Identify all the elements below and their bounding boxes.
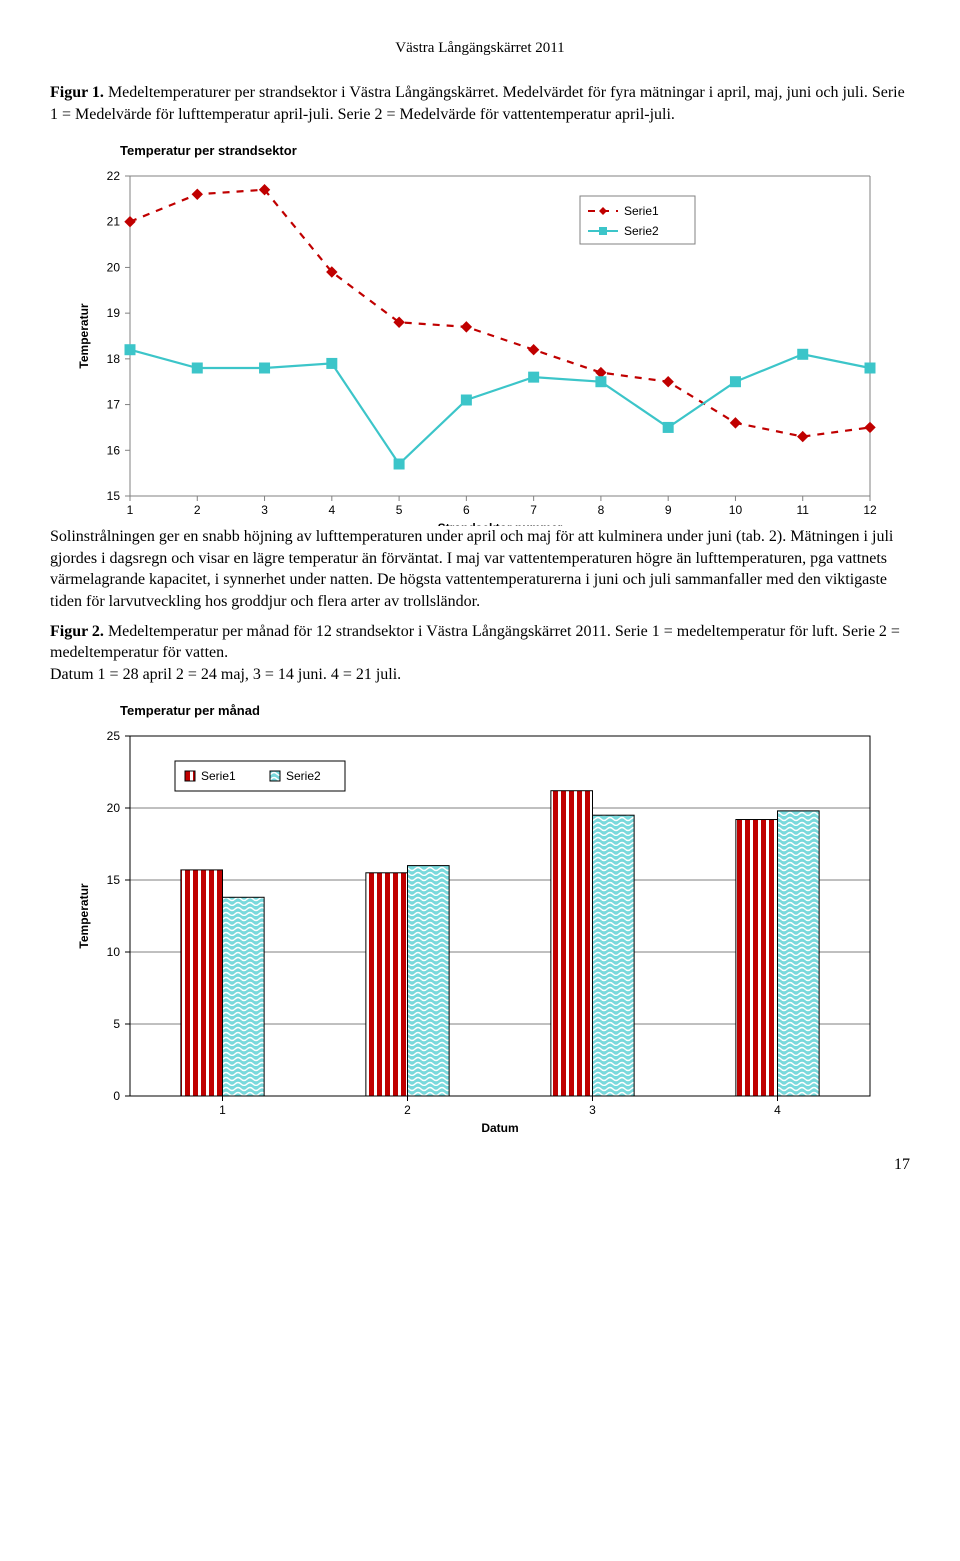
svg-text:6: 6 [463,503,470,517]
svg-text:Datum: Datum [481,1121,518,1135]
figure1-label: Figur 1. [50,84,104,101]
svg-text:20: 20 [107,261,121,275]
figure2-label: Figur 2. [50,623,104,640]
figure1-text: Medeltemperaturer per strandsektor i Väs… [50,84,905,123]
page-number: 17 [50,1156,910,1174]
chart2-title: Temperatur per månad [120,703,910,718]
svg-text:12: 12 [863,503,877,517]
svg-text:Serie1: Serie1 [201,769,236,783]
svg-text:1: 1 [219,1103,226,1117]
svg-text:15: 15 [107,873,121,887]
svg-text:Serie2: Serie2 [624,224,659,238]
figure2-text2: Datum 1 = 28 april 2 = 24 maj, 3 = 14 ju… [50,666,401,683]
chart1-svg: 1516171819202122123456789101112Temperatu… [70,166,890,526]
figure1-caption: Figur 1. Medeltemperaturer per strandsek… [50,82,910,125]
svg-text:8: 8 [598,503,605,517]
svg-text:16: 16 [107,443,121,457]
chart1-title: Temperatur per strandsektor [120,143,910,158]
svg-text:18: 18 [107,352,121,366]
svg-text:21: 21 [107,215,121,229]
svg-text:0: 0 [113,1089,120,1103]
svg-text:Serie1: Serie1 [624,204,659,218]
svg-text:10: 10 [729,503,743,517]
svg-text:2: 2 [194,503,201,517]
svg-text:Temperatur: Temperatur [77,883,91,948]
svg-text:3: 3 [589,1103,596,1117]
svg-text:3: 3 [261,503,268,517]
figure2-text1: Medeltemperatur per månad för 12 strands… [50,623,900,662]
svg-text:4: 4 [774,1103,781,1117]
chart2-container: 0 5 10 15 20 25 1 2 3 4 Temperatur Datum Serie1 Serie… [70,726,910,1136]
svg-text:11: 11 [796,503,809,517]
svg-text:4: 4 [328,503,335,517]
svg-text:Serie2: Serie2 [286,769,321,783]
svg-text:9: 9 [665,503,672,517]
chart2-svg: 0 5 10 15 20 25 1 2 3 4 Temperatur Datum Serie1 Serie… [70,726,890,1136]
svg-text:19: 19 [107,306,121,320]
page-header: Västra Långängskärret 2011 [50,40,910,57]
figure2-caption: Figur 2. Medeltemperatur per månad för 1… [50,621,910,686]
svg-text:7: 7 [530,503,537,517]
svg-text:17: 17 [107,398,121,412]
svg-text:10: 10 [107,945,121,959]
svg-text:Strandsektor nummer: Strandsektor nummer [438,521,563,526]
svg-text:15: 15 [107,489,121,503]
svg-text:Temperatur: Temperatur [77,303,91,368]
svg-text:5: 5 [113,1017,120,1031]
svg-text:2: 2 [404,1103,411,1117]
svg-text:5: 5 [396,503,403,517]
svg-text:22: 22 [107,169,121,183]
chart1-container: 1516171819202122123456789101112Temperatu… [70,166,910,526]
svg-text:25: 25 [107,729,121,743]
mid-paragraph: Solinstrålningen ger en snabb höjning av… [50,526,910,612]
svg-text:1: 1 [127,503,134,517]
svg-text:20: 20 [107,801,121,815]
